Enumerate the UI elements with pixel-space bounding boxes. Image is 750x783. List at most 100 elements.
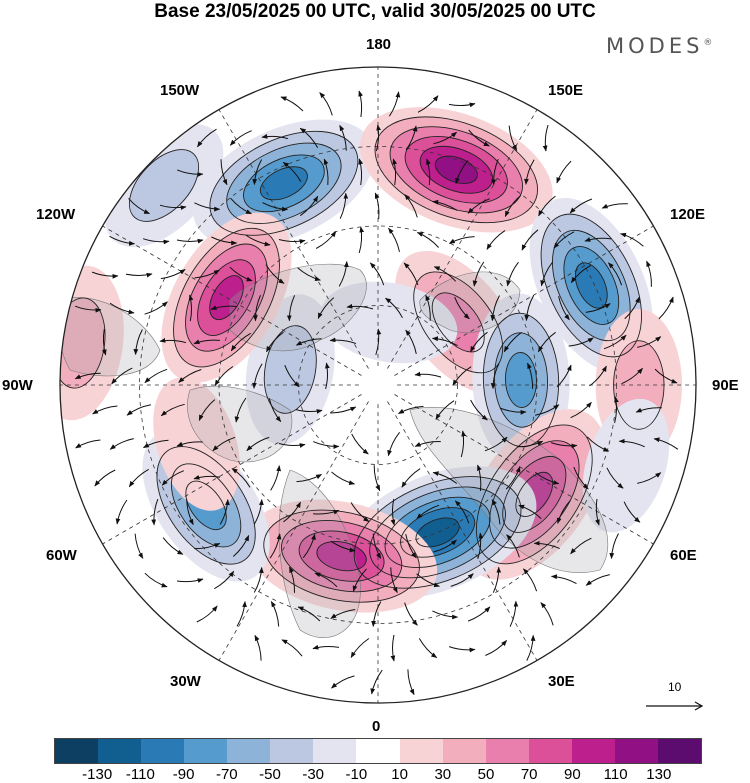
wind-vector bbox=[295, 409, 323, 414]
wind-vector bbox=[109, 438, 134, 450]
wind-vector bbox=[585, 303, 611, 313]
wind-vector bbox=[91, 271, 119, 279]
wind-vector bbox=[503, 331, 522, 353]
wind-vector bbox=[178, 369, 202, 383]
meridian-line bbox=[387, 401, 538, 661]
contour-line bbox=[494, 332, 548, 428]
wind-vector bbox=[585, 574, 610, 586]
wind-vector bbox=[553, 231, 575, 249]
wind-vector bbox=[533, 540, 560, 550]
wind-vector bbox=[297, 267, 321, 282]
wind-vector bbox=[144, 368, 168, 384]
wind-vector bbox=[646, 260, 652, 287]
wind-vector bbox=[414, 371, 442, 378]
wind-vector bbox=[540, 261, 553, 287]
wind-vector bbox=[468, 129, 490, 147]
lon-label-60w: 60W bbox=[46, 547, 77, 564]
contour-line bbox=[502, 456, 567, 533]
colorbar-tick-label: -110 bbox=[125, 766, 155, 783]
wind-vector bbox=[472, 261, 485, 287]
contour-line bbox=[404, 136, 508, 204]
land-mask bbox=[278, 469, 361, 638]
wind-vector bbox=[614, 396, 619, 424]
wind-vector bbox=[325, 362, 330, 390]
anomaly-band bbox=[582, 398, 670, 533]
wind-vector bbox=[524, 159, 535, 185]
chart-title: Base 23/05/2025 00 UTC, valid 30/05/2025… bbox=[154, 1, 596, 22]
contour-line bbox=[170, 463, 242, 548]
lon-label-90e: 90E bbox=[712, 377, 739, 394]
colorbar-swatch bbox=[313, 739, 357, 763]
graticule bbox=[60, 67, 696, 703]
colorbar-tick-label: -30 bbox=[302, 766, 325, 783]
wind-vector bbox=[162, 537, 184, 555]
wind-vector bbox=[330, 406, 357, 414]
wind-vector bbox=[490, 363, 500, 390]
wind-vector bbox=[623, 501, 641, 523]
wind-vector bbox=[331, 675, 355, 689]
wind-vector bbox=[212, 436, 236, 452]
wind-vector bbox=[460, 430, 466, 458]
wind-vector bbox=[609, 533, 619, 560]
wind-vector bbox=[534, 472, 560, 485]
wind-vector bbox=[314, 572, 338, 588]
wind-vector bbox=[370, 669, 383, 695]
colorbar-swatch bbox=[227, 739, 271, 763]
wind-vector bbox=[405, 125, 418, 151]
wind-vector bbox=[323, 158, 329, 185]
wind-vector bbox=[418, 638, 438, 659]
wind-vector bbox=[390, 634, 396, 662]
wind-vector bbox=[193, 339, 220, 345]
wind-vector bbox=[385, 297, 403, 319]
vector-scale-value: 10 bbox=[668, 680, 682, 694]
wind-vector bbox=[261, 134, 289, 140]
wind-vector bbox=[467, 606, 491, 622]
wind-vector bbox=[214, 570, 235, 590]
wind-vector bbox=[416, 504, 440, 520]
registered-mark: ® bbox=[703, 38, 713, 48]
map-boundary bbox=[59, 66, 697, 704]
wind-vector bbox=[405, 329, 417, 354]
wind-vector bbox=[125, 272, 153, 278]
wind-vector bbox=[486, 230, 506, 250]
wind-vector bbox=[601, 203, 628, 209]
wind-vector bbox=[570, 537, 592, 555]
wind-vector bbox=[521, 229, 539, 251]
wind-vector bbox=[526, 634, 536, 661]
wind-vector bbox=[176, 238, 204, 244]
colorbar-swatch bbox=[55, 739, 99, 763]
wind-vector bbox=[160, 403, 185, 417]
wind-vector bbox=[176, 578, 204, 583]
wind-vector bbox=[253, 566, 264, 593]
wind-vector bbox=[607, 262, 623, 286]
wind-vector bbox=[352, 568, 367, 592]
wind-vector bbox=[404, 194, 418, 218]
vector-scale-arrowhead bbox=[694, 701, 704, 711]
wind-vector bbox=[506, 534, 520, 558]
contour-line bbox=[263, 325, 317, 414]
wind-vector bbox=[455, 160, 469, 185]
wind-vector bbox=[450, 573, 474, 587]
wind-vector bbox=[265, 264, 285, 284]
wind-vector bbox=[338, 261, 349, 287]
wind-vector bbox=[569, 198, 593, 214]
wind-vector bbox=[101, 328, 107, 356]
wind-vector bbox=[373, 465, 381, 492]
contour-line bbox=[226, 142, 342, 224]
wind-vector bbox=[270, 465, 282, 491]
wind-vector bbox=[658, 296, 674, 320]
wind-vector bbox=[230, 197, 252, 215]
lon-label-150e: 150E bbox=[548, 82, 584, 99]
wind-vector bbox=[467, 198, 490, 214]
contour-line bbox=[280, 520, 403, 593]
wind-vectors bbox=[74, 90, 679, 696]
wind-vector bbox=[246, 436, 270, 452]
wind-vector bbox=[432, 471, 458, 484]
contour-line bbox=[298, 530, 385, 582]
wind-vector bbox=[197, 128, 217, 148]
anomaly-band bbox=[575, 262, 608, 309]
lon-label-120w: 120W bbox=[36, 206, 76, 223]
contour-line bbox=[505, 352, 537, 408]
colorbar-tick-label: -130 bbox=[82, 766, 113, 783]
wind-vector bbox=[151, 498, 159, 526]
